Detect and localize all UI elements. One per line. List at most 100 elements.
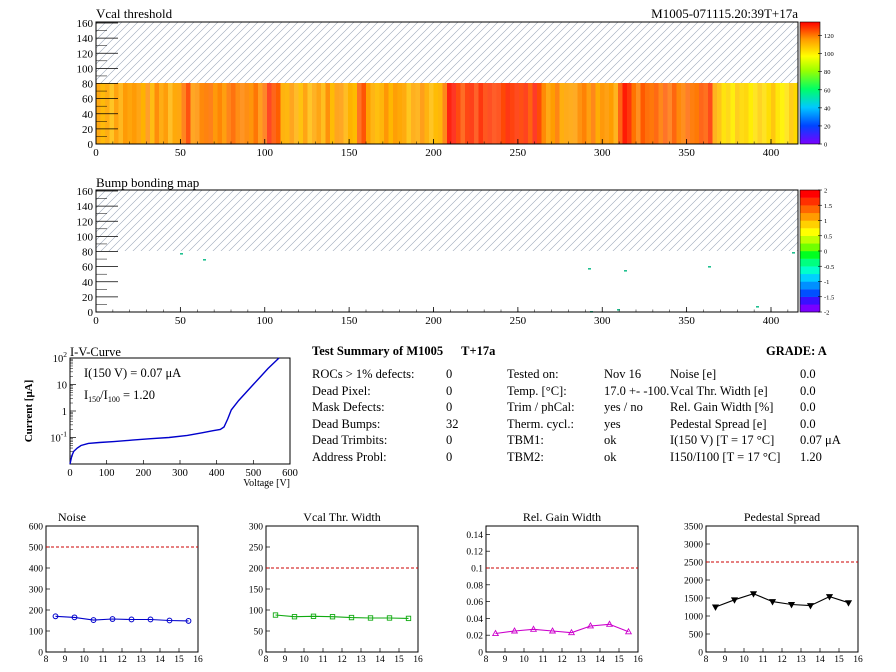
gain-width-x-tick-label: 8 bbox=[484, 655, 489, 665]
bump-x-tick-label: 300 bbox=[594, 315, 611, 327]
vcal-heat-column bbox=[217, 83, 223, 144]
vcal-heat-column bbox=[186, 83, 191, 144]
gain-width-x-tick-label: 9 bbox=[503, 655, 508, 665]
pedestal-spread-x-tick-label: 16 bbox=[853, 655, 863, 665]
vcal-heat-column bbox=[775, 83, 781, 144]
vcal-heat-column bbox=[393, 83, 398, 144]
pedestal-spread-x-tick-label: 8 bbox=[704, 655, 709, 665]
iv-y-tick-label: 1 bbox=[62, 407, 67, 418]
dead-trimbits-label: Dead Trimbits: bbox=[312, 433, 388, 447]
bump-bonding-map: Bump bonding map 0 50 100 150 200 250 300 350 40… bbox=[77, 175, 835, 327]
bump-y-tick-label: 100 bbox=[77, 231, 94, 243]
gain-width-value: 0.0 bbox=[800, 400, 816, 414]
address-probl-label: Address Probl: bbox=[312, 449, 387, 464]
noise-series-line bbox=[55, 615, 189, 622]
iv-x-tick-label: 500 bbox=[245, 468, 261, 479]
vcal-heat-column bbox=[123, 83, 128, 144]
vcal-width-y-tick-label: 150 bbox=[249, 586, 264, 596]
gain-width-label: Rel. Gain Width [%] bbox=[670, 400, 774, 414]
vcal-width-y-tick-label: 50 bbox=[254, 628, 264, 638]
summary-col2-values: Nov 16 17.0 +- -100. yes / no yes ok ok bbox=[604, 366, 669, 465]
vcal-y-tick-label: 20 bbox=[82, 124, 94, 136]
vcal-heat-column bbox=[532, 83, 538, 144]
vcal-heat-column bbox=[726, 83, 731, 144]
vcal-heat-column bbox=[631, 83, 637, 144]
vcal-x-tick-label: 100 bbox=[257, 147, 274, 159]
bump-scale-label: -1 bbox=[824, 279, 829, 286]
i150-value: 0.07 μA bbox=[800, 433, 841, 447]
vcal-width-value: 0.0 bbox=[800, 383, 816, 398]
vcal-heat-column bbox=[717, 83, 722, 144]
vcal-heat-column bbox=[226, 83, 232, 144]
noise-y-tick-label: 0 bbox=[38, 649, 43, 659]
bump-scale-cell bbox=[800, 190, 820, 198]
bump-scale-cell bbox=[800, 266, 820, 275]
noise-point bbox=[90, 617, 97, 623]
rocs-defects-value: 0 bbox=[446, 367, 453, 381]
vcal-heat-column bbox=[690, 83, 695, 144]
vcal-heat-column bbox=[465, 83, 470, 144]
vcal-heat-column bbox=[289, 83, 295, 144]
summary-col1-values: 0 0 0 32 0 0 bbox=[446, 366, 459, 465]
gain-width-x-tick-label: 14 bbox=[595, 655, 605, 665]
vcal-heat-column bbox=[150, 83, 155, 144]
vcal-width-y-tick-label: 0 bbox=[258, 649, 263, 659]
noise-x-tick-label: 10 bbox=[79, 655, 89, 665]
pedestal-spread-y-tick-label: 0 bbox=[698, 649, 703, 659]
gain-width-y-tick-label: 0.08 bbox=[466, 581, 483, 591]
vcal-x-tick-label: 350 bbox=[678, 147, 695, 159]
vcal-width-y-tick-label: 100 bbox=[249, 607, 264, 617]
pedestal-spread-point bbox=[730, 597, 739, 604]
pedestal-spread-point bbox=[749, 591, 758, 598]
mask-defects-label: Mask Defects: bbox=[312, 400, 385, 414]
bump-x-tick-label: 150 bbox=[341, 315, 358, 327]
bump-scale-cell bbox=[800, 289, 820, 297]
vcal-heat-column bbox=[271, 83, 277, 144]
vcal-heat-column bbox=[568, 83, 574, 144]
vcal-x-tick-label: 400 bbox=[763, 147, 780, 159]
bump-scale-label: -0.5 bbox=[824, 264, 834, 271]
vcal-heat-column bbox=[613, 83, 619, 144]
iv-title: I-V-Curve bbox=[70, 345, 121, 359]
vcal-width-y-tick-label: 300 bbox=[249, 523, 264, 533]
gain-width-chart: Rel. Gain Width 8 9 10 11 12 13 14 15 16 0 0.02 0.04… bbox=[466, 510, 643, 665]
vcal-y-tick-label: 140 bbox=[77, 33, 94, 45]
vcal-heat-column bbox=[523, 83, 529, 144]
noise-point bbox=[166, 617, 173, 624]
vcal-width-point bbox=[348, 614, 355, 621]
vcal-scale-label: 20 bbox=[824, 123, 831, 130]
noise-title: Noise bbox=[58, 510, 86, 524]
vcal-heat-column bbox=[325, 83, 331, 144]
bump-scale-label: 2 bbox=[824, 188, 827, 195]
bump-y-tick-label: 40 bbox=[82, 277, 94, 289]
vcal-x-tick-label: 50 bbox=[175, 147, 187, 159]
vcal-heat-column bbox=[586, 83, 592, 144]
vcal-heat-column bbox=[487, 83, 493, 144]
vcal-width-x-tick-label: 9 bbox=[283, 655, 288, 665]
iv-annotation-1: I(150 V) = 0.07 μA bbox=[84, 366, 181, 380]
vcal-heat-column bbox=[190, 83, 196, 144]
gain-width-title: Rel. Gain Width bbox=[523, 510, 601, 524]
vcal-width-y-tick-label: 250 bbox=[249, 544, 264, 554]
dead-bump-pixel bbox=[617, 309, 620, 311]
temp-label: Temp. [°C]: bbox=[507, 383, 567, 398]
vcal-heat-column bbox=[141, 83, 146, 144]
summary-col3-labels: Noise [e] Vcal Thr. Width [e] Rel. Gain … bbox=[670, 366, 780, 465]
vcal-heat-column bbox=[339, 83, 344, 144]
vcal-heat-column bbox=[321, 83, 326, 144]
pedestal-spread-y-tick-label: 500 bbox=[689, 631, 704, 641]
noise-point bbox=[109, 616, 116, 622]
vcal-heat-column bbox=[222, 83, 227, 144]
vcal-heat-column bbox=[559, 83, 565, 144]
vcal-heat-column bbox=[604, 83, 610, 144]
iv-y-tick-label: 10 bbox=[57, 381, 68, 392]
pedestal-spread-y-tick-label: 2500 bbox=[684, 559, 703, 569]
bump-scale-cell bbox=[800, 258, 820, 267]
vcal-heat-column bbox=[703, 83, 709, 144]
iv-x-tick-label: 100 bbox=[99, 468, 115, 479]
ratio-label: I150/I100 [T = 17 °C] bbox=[670, 449, 781, 464]
vcal-scale-labels: 0 20 40 60 80 100 120 bbox=[818, 33, 834, 149]
tbm1-label: TBM1: bbox=[507, 433, 544, 447]
temp-value: 17.0 +- -100. bbox=[604, 383, 670, 398]
